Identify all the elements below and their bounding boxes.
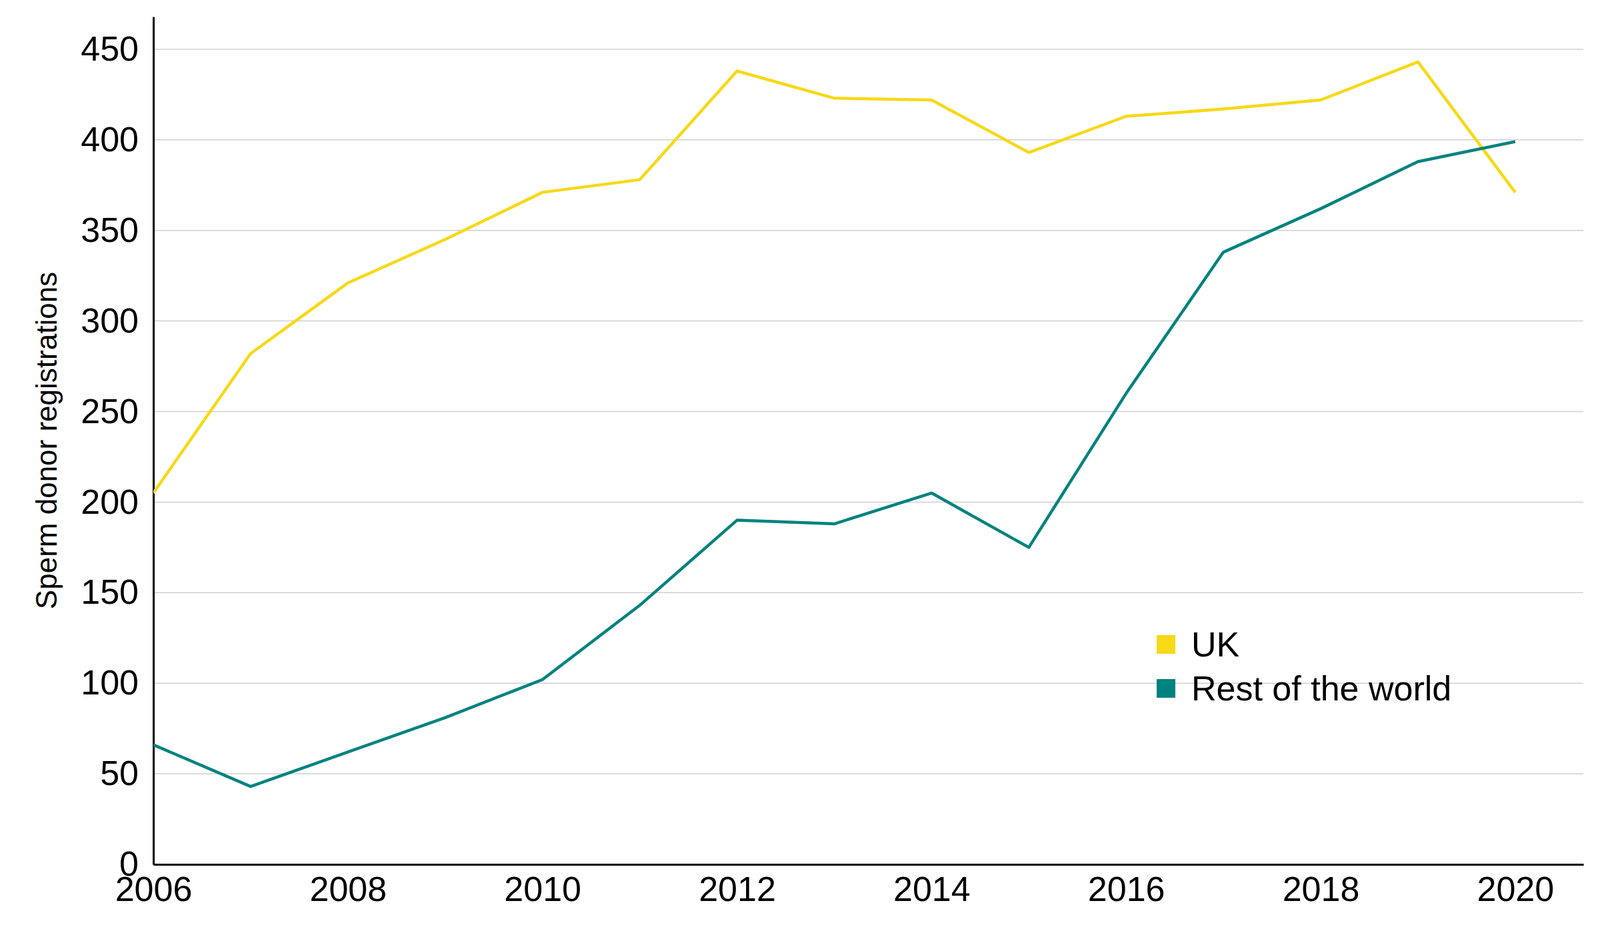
grid (153, 49, 1584, 865)
x-tick: 2014 (893, 864, 971, 909)
y-tick-label: 200 (80, 482, 139, 522)
y-tick-label: 50 (100, 754, 139, 793)
x-tick: 2012 (698, 864, 776, 909)
x-tick-label: 2012 (698, 870, 776, 909)
x-tick-label: 2008 (309, 870, 387, 909)
y-tick-label: 100 (80, 663, 139, 702)
x-tick-label: 2018 (1282, 870, 1360, 909)
y-tick-label: 400 (80, 120, 139, 159)
legend-item: Rest of the world (1156, 669, 1452, 708)
legend-item: UK (1156, 625, 1240, 664)
y-tick: 400 (80, 120, 154, 159)
x-axis: 2006 2008 2010 2012 2014 2016 2018 2020 (115, 864, 1584, 909)
legend-swatch (1156, 679, 1176, 698)
chart: 0501001502002503003504004502006200820102… (0, 0, 1600, 933)
x-tick: 2020 (1477, 864, 1555, 909)
grid-line (153, 864, 1584, 866)
lines (153, 62, 1516, 787)
y-tick: 250 (80, 392, 154, 431)
grid-line (153, 411, 1584, 413)
y-axis-line (152, 17, 155, 866)
y-tick: 350 (80, 210, 154, 250)
x-tick: 2010 (504, 864, 582, 909)
y-axis: 050100150200250300350400450 (80, 17, 154, 884)
y-axis-title: Sperm donor registrations (30, 272, 63, 610)
x-tick-label: 2014 (893, 870, 971, 909)
grid-line (153, 502, 1584, 504)
grid-line (153, 139, 1584, 141)
x-tick: 2018 (1282, 864, 1360, 909)
x-tick-label: 2006 (115, 870, 193, 909)
y-tick-label: 300 (80, 301, 139, 340)
y-tick: 50 (100, 754, 154, 793)
grid-line (153, 230, 1584, 232)
grid-line (153, 320, 1584, 322)
legend-swatch (1156, 635, 1176, 654)
y-tick: 300 (80, 301, 154, 340)
x-axis-line (154, 864, 1584, 866)
y-tick-label: 450 (80, 29, 139, 68)
grid-line (153, 773, 1584, 775)
plot: 0501001502002503003504004502006200820102… (80, 17, 1584, 909)
x-tick-label: 2020 (1477, 870, 1555, 909)
grid-line (153, 592, 1584, 594)
y-tick-label: 150 (80, 572, 139, 612)
legend-label: Rest of the world (1191, 669, 1452, 708)
series-line (153, 62, 1516, 494)
legend: UK Rest of the world (1156, 625, 1452, 708)
x-tick-label: 2010 (504, 870, 582, 909)
y-tick-label: 250 (80, 392, 139, 431)
series-line (153, 142, 1516, 788)
x-tick: 2006 (115, 864, 193, 909)
x-tick: 2016 (1088, 864, 1166, 909)
y-tick: 450 (80, 29, 154, 68)
legend-label: UK (1191, 625, 1240, 664)
grid-line (153, 48, 1584, 50)
x-tick-label: 2016 (1088, 870, 1166, 909)
x-tick: 2008 (309, 864, 387, 909)
y-tick: 200 (80, 482, 154, 522)
y-tick-label: 350 (80, 210, 139, 250)
y-tick: 100 (80, 663, 154, 702)
y-tick: 150 (80, 572, 154, 612)
